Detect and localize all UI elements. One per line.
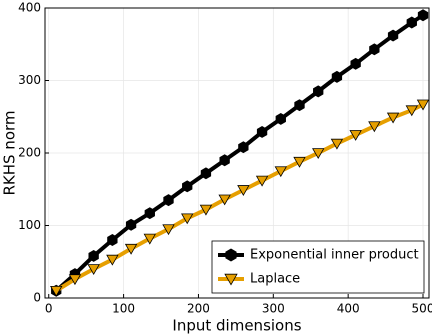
marker — [124, 243, 138, 255]
marker — [294, 99, 305, 112]
marker — [416, 99, 430, 111]
x-tick-label: 400 — [337, 302, 360, 316]
marker — [331, 70, 343, 83]
marker — [312, 148, 325, 160]
marker — [68, 274, 82, 286]
marker — [144, 207, 155, 220]
marker — [368, 121, 381, 133]
marker — [405, 105, 418, 117]
marker — [237, 185, 250, 197]
marker — [350, 57, 361, 70]
marker — [313, 85, 324, 98]
marker — [330, 138, 344, 150]
marker — [386, 112, 400, 124]
marker — [88, 249, 99, 262]
marker — [369, 43, 380, 56]
x-tick-label: 100 — [112, 302, 135, 316]
marker — [200, 167, 212, 180]
x-tick-label: 500 — [412, 302, 432, 316]
y-tick-label: 200 — [18, 146, 41, 160]
marker — [219, 154, 230, 167]
y-tick-label: 400 — [18, 1, 41, 15]
legend-label: Exponential inner product — [250, 248, 419, 263]
legend-label: Laplace — [250, 272, 300, 287]
marker — [107, 234, 118, 246]
legend-box — [211, 240, 425, 294]
marker — [199, 204, 213, 216]
marker — [50, 285, 63, 297]
marker — [406, 16, 417, 29]
plot-frame — [44, 7, 430, 299]
x-axis-label: Input dimensions — [172, 317, 301, 335]
marker — [162, 224, 175, 236]
marker — [387, 29, 399, 42]
marker — [349, 130, 362, 141]
marker — [293, 156, 306, 168]
y-tick-label: 100 — [18, 218, 41, 232]
x-tick-label: 0 — [45, 302, 53, 316]
marker — [181, 213, 194, 225]
marker — [163, 194, 174, 207]
marker — [143, 233, 156, 245]
marker — [218, 194, 231, 206]
marker — [275, 112, 286, 125]
marker — [255, 175, 269, 187]
marker — [125, 218, 137, 231]
marker — [87, 264, 100, 276]
marker — [182, 180, 193, 193]
legend-marker — [225, 248, 237, 262]
y-tick-label: 300 — [18, 73, 41, 87]
x-tick-label: 300 — [262, 302, 285, 316]
y-tick-label: 0 — [33, 291, 41, 305]
y-axis-label: RKHS norm — [1, 110, 19, 195]
marker — [256, 126, 268, 138]
x-tick-label: 200 — [187, 302, 210, 316]
legend-marker — [224, 273, 238, 286]
marker — [106, 254, 119, 266]
marker — [238, 141, 249, 154]
marker — [417, 9, 429, 22]
marker — [274, 166, 287, 178]
